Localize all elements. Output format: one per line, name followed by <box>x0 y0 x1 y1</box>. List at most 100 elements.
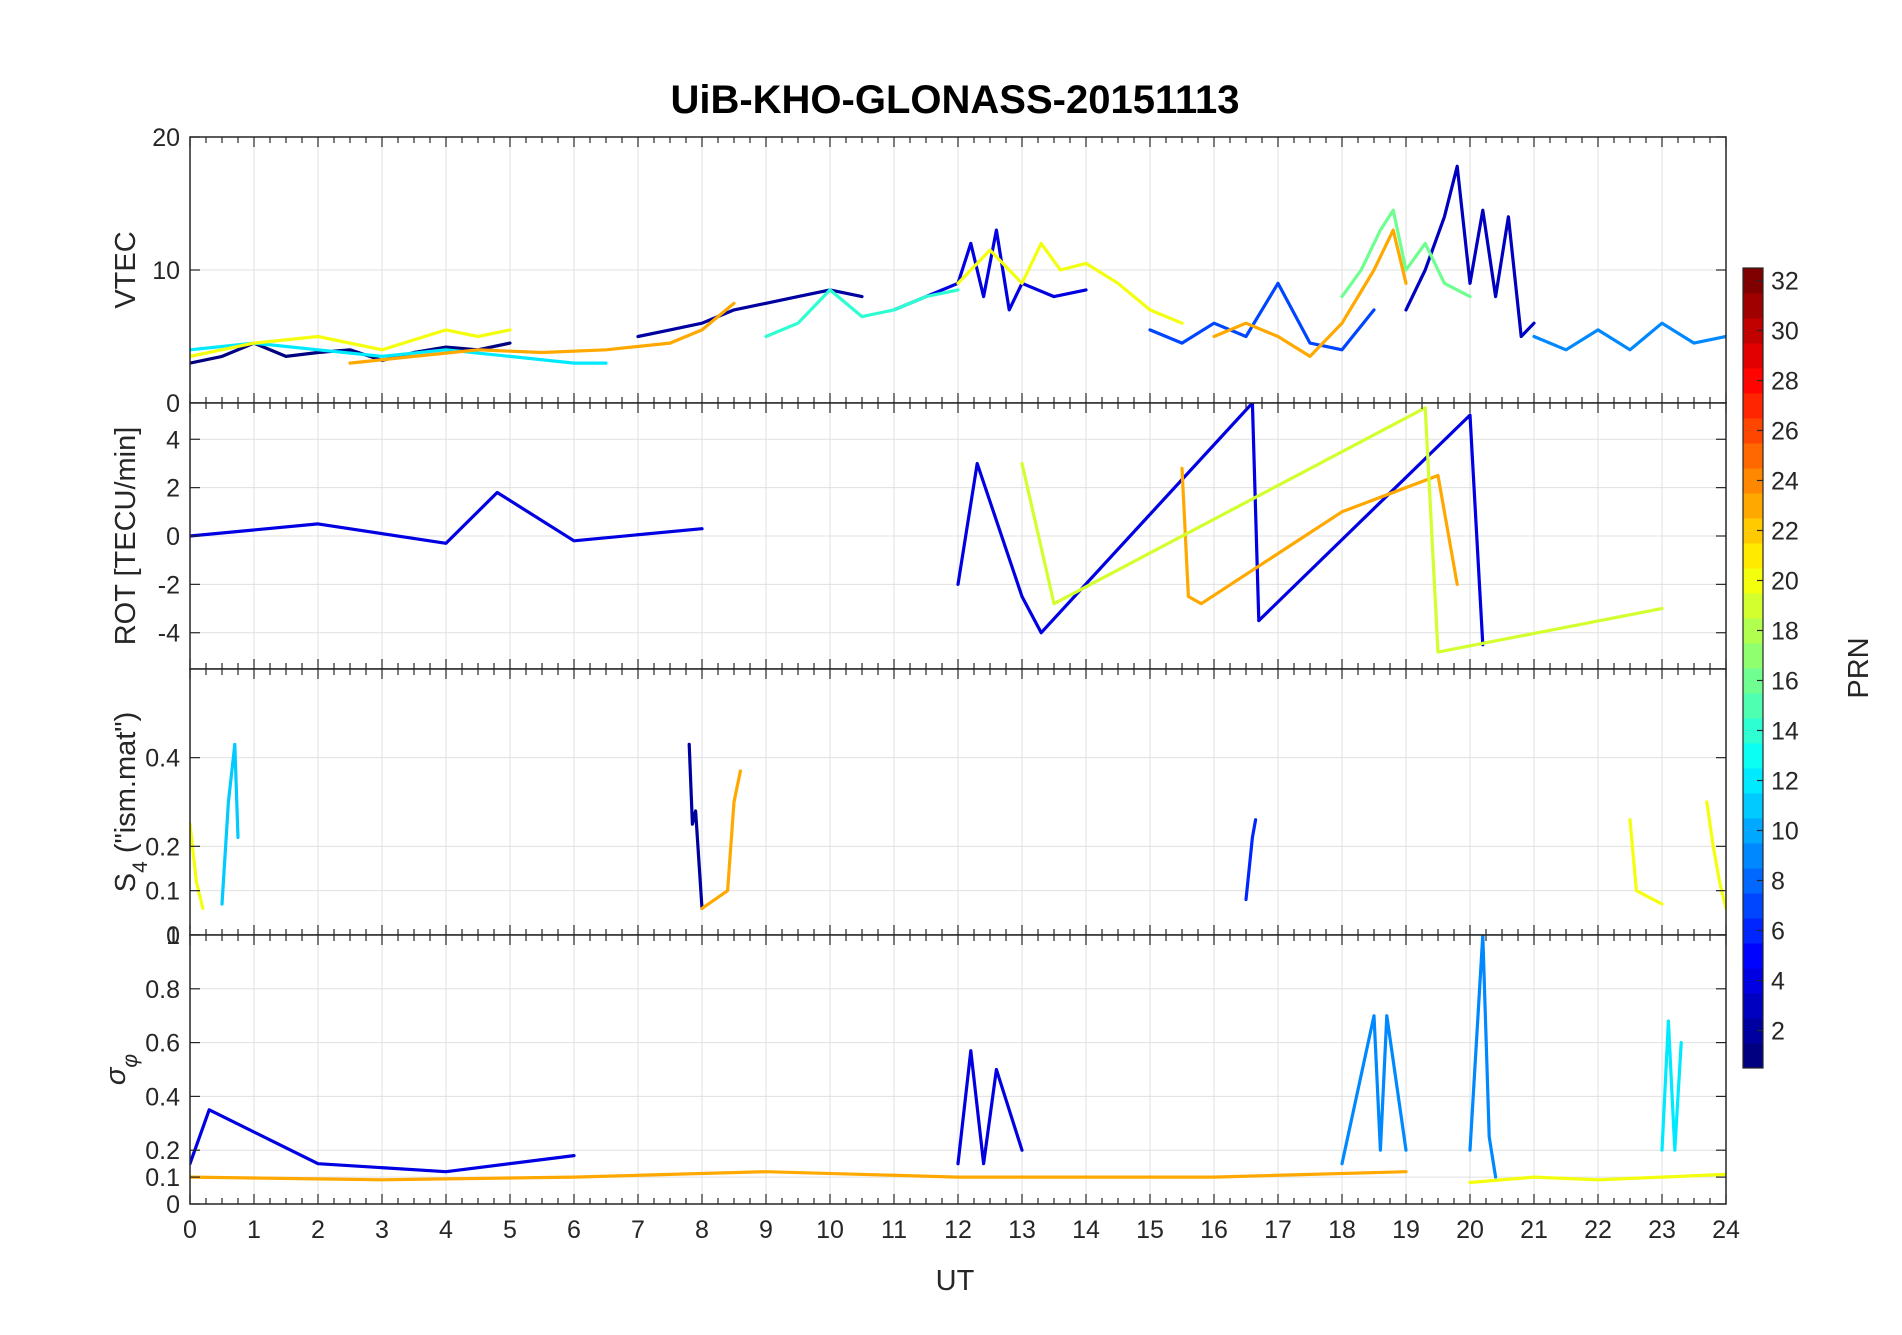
sigma_phi-ytick-label: 0.1 <box>145 1164 180 1192</box>
vtec-series-prn2-1 <box>636 288 864 339</box>
rot-series-prn4-0 <box>190 490 704 545</box>
x-tick-label: 9 <box>759 1216 773 1244</box>
rot-ytick-label: 4 <box>166 426 180 454</box>
colorbar-tick-label: 12 <box>1771 768 1799 796</box>
vtec-ytick-label: 10 <box>152 257 180 285</box>
x-tick-label: 1 <box>247 1216 261 1244</box>
x-tick-label: 7 <box>631 1216 645 1244</box>
colorbar-tick-label: 24 <box>1771 468 1799 496</box>
colorbar-segment-prn27 <box>1743 393 1763 419</box>
sigma_phi-series-prn4-0 <box>190 1108 576 1174</box>
x-tick-label: 15 <box>1136 1216 1164 1244</box>
vtec-series-prn14-7 <box>764 288 960 339</box>
colorbar-tick-label: 30 <box>1771 318 1799 346</box>
rot-series-prn23-2 <box>1180 466 1459 606</box>
panel-vtec: 0 10 20 VTEC <box>110 124 1727 418</box>
x-tick-label: 8 <box>695 1216 709 1244</box>
colorbar-segment-prn22 <box>1743 518 1763 544</box>
colorbar-segment-prn10 <box>1743 818 1763 844</box>
colorbar-segment-prn23 <box>1743 493 1763 519</box>
x-tick-label: 5 <box>503 1216 517 1244</box>
colorbar-tick-label: 28 <box>1771 368 1799 396</box>
s4-ytick-label: 0.2 <box>145 833 180 861</box>
rot-y-axis-label: ROT [TECU/min] <box>110 427 142 646</box>
colorbar-box <box>1742 267 1764 1069</box>
colorbar-segment-prn11 <box>1743 793 1763 819</box>
vtec-ytick-label: 0 <box>166 390 180 418</box>
colorbar-label: PRN <box>1843 637 1875 698</box>
colorbar-tick-label: 20 <box>1771 568 1799 596</box>
rot-series-prn19-3 <box>1020 406 1664 654</box>
rot-ytick-label: 2 <box>166 475 180 503</box>
x-tick-label: 13 <box>1008 1216 1036 1244</box>
sigma_phi-ytick-label: 0 <box>166 1191 180 1219</box>
colorbar-segment-prn19 <box>1743 593 1763 619</box>
x-tick-label: 2 <box>311 1216 325 1244</box>
x-tick-label: 22 <box>1584 1216 1612 1244</box>
x-tick-label: 16 <box>1200 1216 1228 1244</box>
s4-series-prn20-4 <box>190 822 205 911</box>
s4-y-axis-label: S4 ("ism.mat") <box>110 712 152 893</box>
sigma_phi-series-prn12-4 <box>1660 1019 1683 1152</box>
colorbar-segment-prn24 <box>1743 468 1763 494</box>
colorbar-segment-prn17 <box>1743 643 1763 669</box>
x-tick-label: 17 <box>1264 1216 1292 1244</box>
colorbar-tick-label: 4 <box>1771 968 1785 996</box>
sigma_phi-ytick-label: 0.4 <box>145 1083 180 1111</box>
s4-y-axis-label-rest: ("ism.mat") <box>110 712 142 861</box>
colorbar-segment-prn8 <box>1743 868 1763 894</box>
sigma_phi-ytick-label: 1 <box>166 922 180 950</box>
colorbar-segment-prn16 <box>1743 668 1763 694</box>
rot-ytick-label: -4 <box>158 620 180 648</box>
colorbar-segment-prn15 <box>1743 693 1763 719</box>
s4-ytick-label: 0.1 <box>145 878 180 906</box>
x-tick-label: 21 <box>1520 1216 1548 1244</box>
vtec-series-prn12-6 <box>190 341 608 365</box>
sigma_phi-y-axis-label-sub: φ <box>119 1054 142 1068</box>
x-tick-label: 10 <box>816 1216 844 1244</box>
vtec-y-axis-label: VTEC <box>110 231 142 308</box>
x-tick-label: 19 <box>1392 1216 1420 1244</box>
colorbar-segment-prn13 <box>1743 743 1763 769</box>
sigma_phi-ytick-label: 0.8 <box>145 976 180 1004</box>
colorbar-tick-label: 18 <box>1771 618 1799 646</box>
sigma_phi-series <box>190 935 1726 1185</box>
x-tick-label: 4 <box>439 1216 453 1244</box>
vtec-series-prn9-5 <box>1532 321 1726 352</box>
colorbar-segment-prn2 <box>1743 1018 1763 1044</box>
colorbar-segment-prn3 <box>1743 993 1763 1019</box>
sigma_phi-series-prn9-2 <box>1340 1014 1408 1166</box>
s4-series-prn20-5 <box>1628 818 1664 906</box>
x-tick-label: 11 <box>881 1216 907 1244</box>
rot-series-prn4-1 <box>956 403 1485 647</box>
sigma_phi-series-prn23-5 <box>190 1170 1408 1182</box>
colorbar-tick-label: 26 <box>1771 418 1799 446</box>
colorbar-segment-prn1 <box>1743 1043 1763 1069</box>
vtec-series-prn23-12 <box>1212 228 1408 358</box>
colorbar-segment-prn9 <box>1743 843 1763 869</box>
panel-rot: -4 -2 0 2 4 ROT [TECU/min] <box>110 402 1727 670</box>
colorbar-segment-prn14 <box>1743 718 1763 744</box>
colorbar-segment-prn6 <box>1743 918 1763 944</box>
s4-ytick-label: 0 <box>166 922 180 950</box>
panel-s4: 00.10.20.4S4 ("ism.mat") <box>110 668 1727 950</box>
colorbar-segment-prn25 <box>1743 443 1763 469</box>
colorbar-segment-prn7 <box>1743 893 1763 919</box>
colorbar-tick-label: 6 <box>1771 918 1785 946</box>
colorbar-segment-prn28 <box>1743 368 1763 394</box>
x-axis-label: UT <box>936 1265 975 1297</box>
vtec-series-prn23-11 <box>348 301 736 365</box>
vtec-ytick-label: 20 <box>152 124 180 152</box>
s4-series-prn2-1 <box>687 742 704 911</box>
x-tick-label: 20 <box>1456 1216 1484 1244</box>
x-tick-label: 3 <box>375 1216 389 1244</box>
colorbar-segment-prn26 <box>1743 418 1763 444</box>
colorbar-tick-label: 2 <box>1771 1018 1785 1046</box>
colorbar-segment-prn12 <box>1743 768 1763 794</box>
chart-title: UiB-KHO-GLONASS-20151113 <box>670 78 1239 122</box>
